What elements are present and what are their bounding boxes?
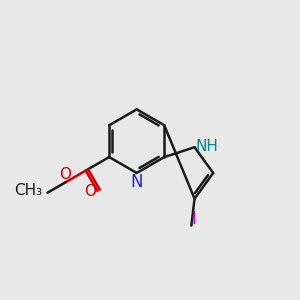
Text: N: N xyxy=(130,173,143,191)
Text: I: I xyxy=(191,209,196,227)
Text: NH: NH xyxy=(196,139,218,154)
Text: O: O xyxy=(84,184,96,199)
Text: O: O xyxy=(59,167,71,182)
Text: CH₃: CH₃ xyxy=(14,183,42,198)
